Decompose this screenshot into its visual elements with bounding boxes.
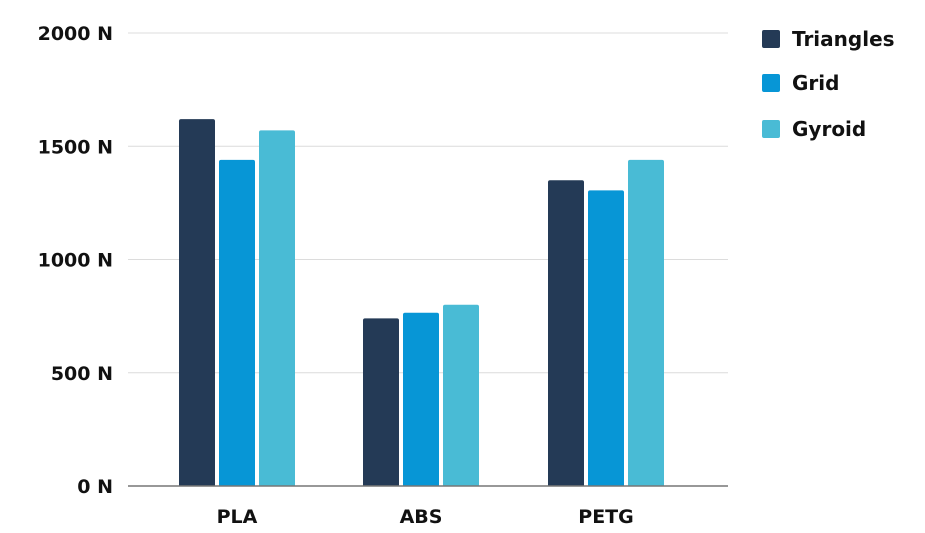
- y-tick-label: 500 N: [51, 363, 113, 385]
- bar-grid-petg: [588, 190, 624, 487]
- y-tick-label: 2000 N: [38, 23, 113, 45]
- legend-swatch-grid: [762, 74, 780, 92]
- bars: [179, 119, 664, 487]
- bar-triangles-abs: [363, 318, 399, 486]
- bar-grid-pla: [219, 159, 255, 486]
- bar-triangles-petg: [548, 180, 584, 486]
- legend-swatch-gyroid: [762, 120, 780, 138]
- legend-swatch-triangles: [762, 30, 780, 48]
- x-category-label: PETG: [578, 506, 633, 528]
- bar-gyroid-pla: [259, 130, 295, 486]
- x-category-label: ABS: [400, 506, 443, 528]
- x-category-label: PLA: [217, 506, 258, 528]
- x-axis-category-labels: PLA ABS PETG: [217, 506, 634, 528]
- legend-label-gyroid: Gyroid: [792, 117, 866, 141]
- legend-label-triangles: Triangles: [792, 27, 895, 51]
- bar-grid-abs: [403, 312, 439, 486]
- y-tick-label: 0 N: [77, 476, 113, 498]
- y-tick-label: 1000 N: [38, 250, 113, 272]
- bar-gyroid-petg: [628, 159, 664, 486]
- y-axis-tick-labels: 0 N 500 N 1000 N 1500 N 2000 N: [38, 23, 113, 498]
- y-tick-label: 1500 N: [38, 136, 113, 158]
- bar-triangles-pla: [179, 119, 215, 486]
- legend-label-grid: Grid: [792, 71, 839, 95]
- bar-gyroid-abs: [443, 304, 479, 486]
- legend: Triangles Grid Gyroid: [762, 27, 895, 141]
